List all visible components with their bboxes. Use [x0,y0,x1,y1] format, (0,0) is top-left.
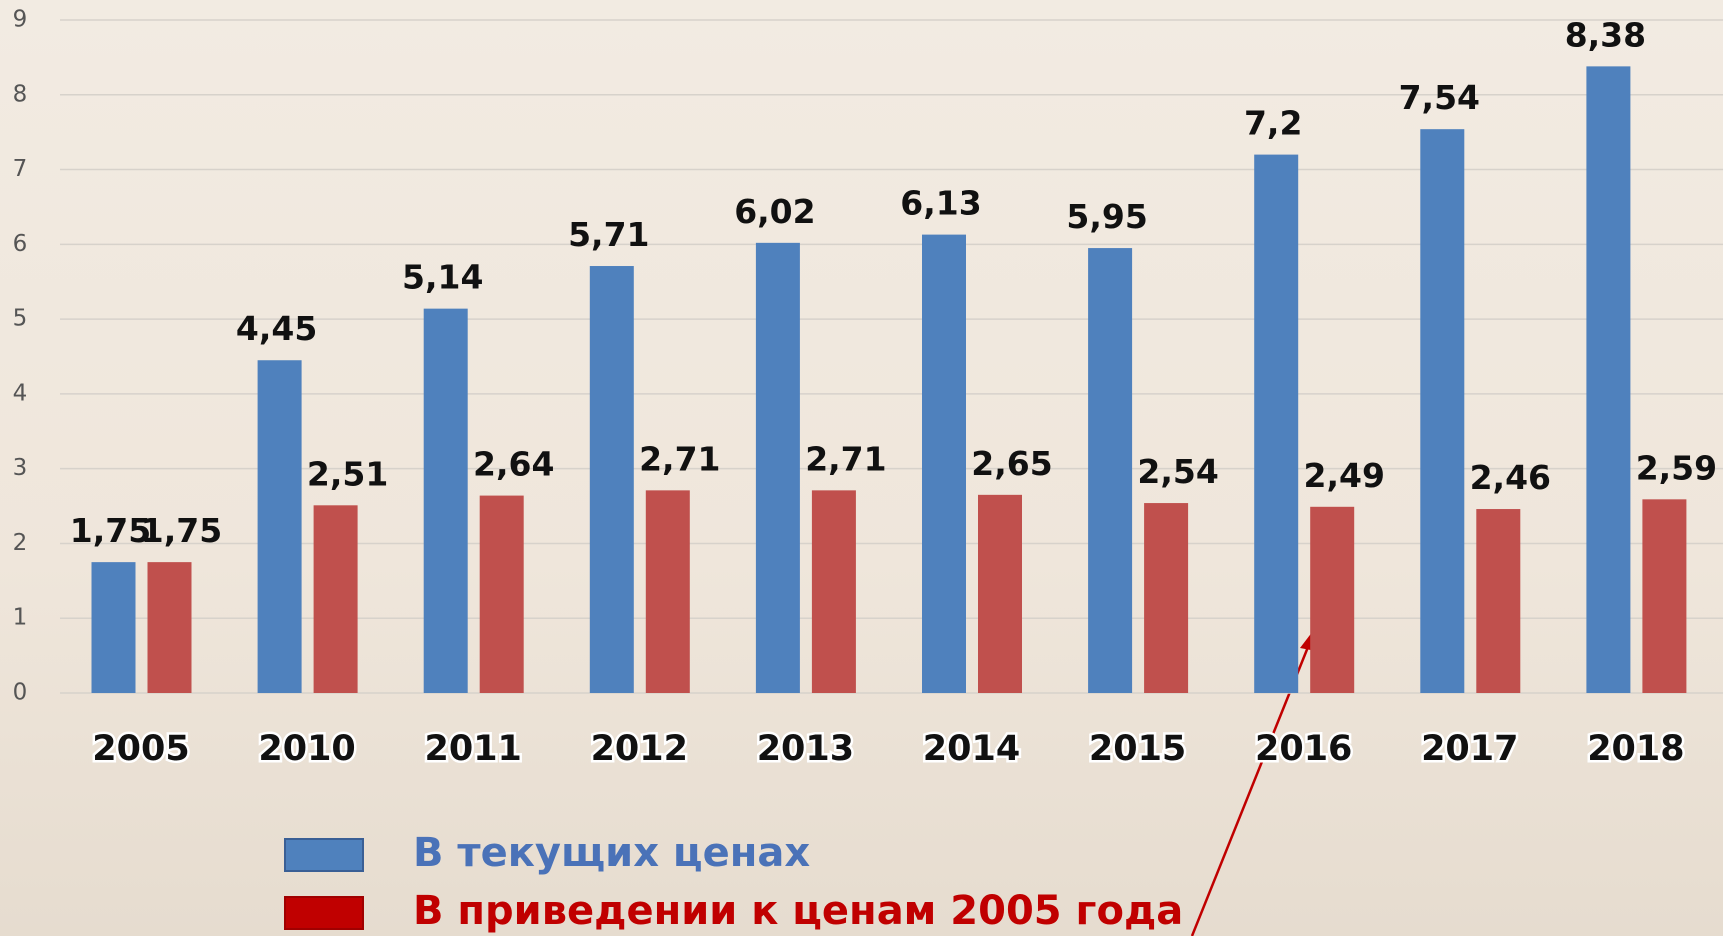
bar [258,360,302,693]
bar [1420,129,1464,693]
value-label: 2,59 [1636,448,1717,487]
x-tick-label: 2013 [757,729,854,769]
y-tick-label: 6 [13,231,28,257]
value-label: 7,54 [1399,78,1480,117]
value-label: 6,13 [900,184,981,223]
bar [1254,155,1298,693]
y-tick-label: 1 [13,605,28,631]
value-label: 5,14 [402,258,483,297]
value-label: 2,49 [1303,456,1384,495]
value-label: 2,64 [473,445,554,484]
value-label: 2,71 [639,439,720,478]
bar [1586,66,1630,693]
bar [1088,248,1132,693]
bar [1310,507,1354,693]
x-tick-label: 2012 [591,729,688,769]
value-label: 1,75 [141,511,222,550]
value-label: 5,71 [568,215,649,254]
bar [424,309,468,693]
x-tick-label: 2018 [1587,729,1684,769]
value-label: 5,95 [1066,197,1147,236]
x-tick-label: 2014 [923,729,1020,769]
x-tick-label: 2005 [92,729,189,769]
legend-swatch [285,897,363,929]
bar [756,243,800,693]
value-label: 4,45 [236,309,317,348]
y-tick-label: 4 [13,380,28,406]
bar [314,505,358,693]
bar [590,266,634,693]
bar [646,490,690,693]
bar [1642,499,1686,693]
x-tick-label: 2010 [258,729,355,769]
x-tick-label: 2011 [424,729,521,769]
value-label: 2,71 [805,439,886,478]
chart: 0 1 2 3 4 5 6 7 8 9 2005 1,751,75 2010 4,45 2,51 2011 5,… [0,0,1723,936]
y-tick-label: 2 [13,530,28,556]
y-tick-label: 8 [13,81,28,107]
bar [1144,503,1188,693]
y-tick-label: 3 [13,455,28,481]
value-label: 8,38 [1565,15,1646,54]
value-label: 7,2 [1244,104,1302,143]
bar [978,495,1022,693]
y-tick-label: 7 [13,156,28,182]
y-tick-label: 0 [13,680,28,706]
bar [1476,509,1520,693]
bar [480,496,524,693]
value-label: 6,02 [734,192,815,231]
x-tick-label: 2016 [1255,729,1352,769]
bar [148,562,192,693]
bar [92,562,136,693]
x-tick-label: 2017 [1421,729,1518,769]
legend-label: В приведении к ценам 2005 года [413,888,1183,934]
bar [812,490,856,693]
legend-swatch [285,839,363,871]
y-tick-label: 9 [13,7,28,33]
x-tick-label: 2015 [1089,729,1186,769]
value-label: 2,51 [307,454,388,493]
value-label: 2,65 [971,444,1052,483]
bar [922,235,966,693]
value-label: 1,75 [70,511,151,550]
legend-label: В текущих ценах [413,830,810,876]
value-label: 2,54 [1137,452,1218,491]
y-tick-label: 5 [13,306,28,332]
value-label: 2,46 [1470,458,1551,497]
